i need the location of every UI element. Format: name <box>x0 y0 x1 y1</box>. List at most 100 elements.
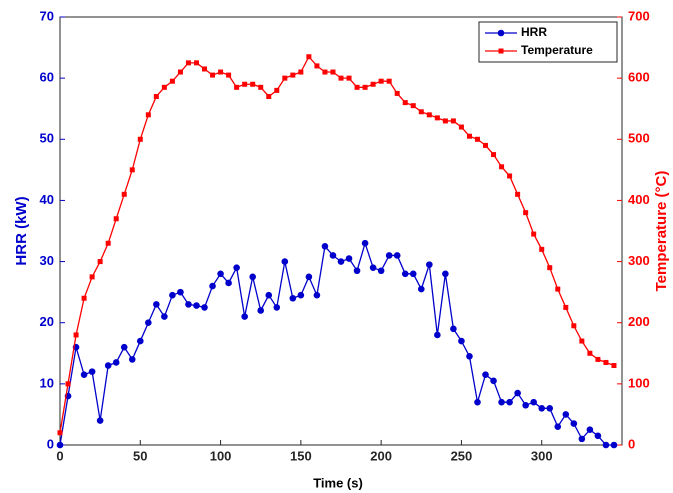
marker <box>346 75 352 81</box>
marker <box>482 371 489 378</box>
marker <box>145 319 152 327</box>
y2-tick-label: 400 <box>628 192 650 207</box>
marker <box>434 115 440 121</box>
marker <box>337 258 345 265</box>
marker <box>393 252 401 259</box>
marker <box>290 72 296 78</box>
marker <box>193 60 199 66</box>
marker <box>97 259 103 265</box>
marker <box>554 423 562 430</box>
marker <box>474 398 481 406</box>
marker <box>442 270 449 278</box>
marker <box>129 167 135 173</box>
marker <box>193 302 200 309</box>
y-tick-label: 30 <box>40 253 54 268</box>
x-tick-label: 100 <box>210 448 232 463</box>
series-line <box>59 241 614 446</box>
marker <box>610 441 618 449</box>
marker <box>586 426 594 434</box>
marker <box>218 69 224 75</box>
marker <box>250 81 256 87</box>
marker <box>523 210 529 216</box>
marker <box>96 417 104 424</box>
marker <box>417 285 425 293</box>
marker <box>104 362 112 369</box>
marker <box>345 255 353 262</box>
marker <box>298 69 304 75</box>
marker <box>153 93 159 99</box>
marker <box>185 301 192 308</box>
marker <box>266 93 272 99</box>
y-tick-label: 50 <box>40 131 54 146</box>
marker <box>418 109 424 115</box>
marker <box>458 337 465 345</box>
marker <box>313 291 321 299</box>
x-tick-label: 300 <box>531 448 553 463</box>
marker <box>297 291 305 299</box>
marker <box>338 75 344 81</box>
x-tick-label: 150 <box>290 448 312 463</box>
marker <box>370 81 376 87</box>
marker <box>314 63 320 69</box>
marker <box>177 288 184 296</box>
marker <box>466 353 473 360</box>
marker <box>410 103 416 109</box>
marker <box>426 261 433 268</box>
marker <box>538 405 546 412</box>
marker <box>531 231 537 237</box>
marker <box>210 72 216 78</box>
marker <box>562 411 570 418</box>
marker <box>161 313 168 320</box>
marker <box>265 291 273 299</box>
marker <box>498 48 504 54</box>
marker <box>81 295 87 301</box>
marker <box>361 239 369 247</box>
marker <box>483 142 489 148</box>
y-tick-label: 20 <box>40 314 54 329</box>
marker <box>201 304 208 311</box>
marker <box>362 84 368 90</box>
marker <box>242 81 248 87</box>
legend-label: Temperature <box>521 43 593 57</box>
x-tick-label: 50 <box>133 448 147 463</box>
marker <box>65 381 71 387</box>
marker <box>547 265 553 271</box>
marker <box>602 441 610 449</box>
marker <box>289 294 297 302</box>
marker <box>474 136 480 142</box>
marker <box>571 323 577 329</box>
marker <box>241 313 248 320</box>
marker <box>409 270 417 278</box>
marker <box>377 267 385 275</box>
marker <box>57 430 63 436</box>
marker <box>281 258 289 265</box>
marker <box>249 273 256 281</box>
marker <box>56 441 64 449</box>
marker <box>579 338 585 344</box>
marker <box>402 100 408 106</box>
marker <box>546 405 554 412</box>
marker <box>136 337 144 345</box>
marker <box>322 69 328 75</box>
y-tick-label: 60 <box>40 70 54 85</box>
y-tick-label: 40 <box>40 192 54 207</box>
x-axis-label: Time (s) <box>313 475 363 490</box>
marker <box>258 84 264 90</box>
marker <box>539 246 545 252</box>
marker <box>570 420 578 427</box>
marker <box>490 377 497 385</box>
marker <box>177 69 183 75</box>
plot-frame <box>59 16 623 446</box>
y2-tick-label: 0 <box>628 436 635 451</box>
marker <box>595 356 601 362</box>
marker <box>105 240 111 246</box>
marker <box>563 304 569 310</box>
marker <box>128 356 136 363</box>
marker <box>499 164 505 170</box>
y2-tick-label: 300 <box>628 253 650 268</box>
marker <box>217 270 224 278</box>
marker <box>233 264 240 271</box>
marker <box>555 286 561 292</box>
marker <box>113 216 119 222</box>
y2-tick-label: 600 <box>628 70 650 85</box>
